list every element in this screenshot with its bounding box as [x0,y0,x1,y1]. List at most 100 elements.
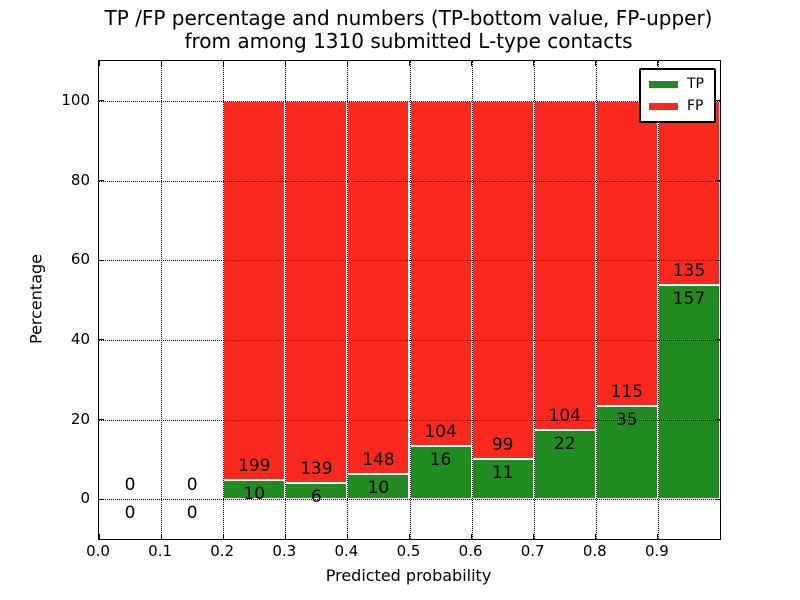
x-tick-mark-top [98,61,100,66]
x-tick-label: 0.0 [86,542,110,560]
ticks-layer [98,61,720,539]
y-tick-mark-right [715,339,720,341]
y-tick-mark-right [715,259,720,261]
x-axis-label: Predicted probability [325,566,492,585]
gridline-vertical [285,61,287,539]
y-tick-mark-right [715,180,720,181]
y-tick-label: 40 [70,329,90,348]
gridline-vertical [471,61,473,539]
plot-area: 0 0 0 0 199 10 139 6 148 10 104 16 99 11 104 22 115 35 135… [98,60,721,540]
x-tick-mark-top [595,61,597,66]
fp-bar-segment [595,100,658,407]
x-tick-mark [533,534,535,539]
gridline-vertical [347,61,349,539]
x-tick-mark-top [284,61,286,66]
y-tick-label: 100 [61,90,90,109]
gridline-vertical [657,61,659,539]
annotations-layer: 0 0 0 0 199 10 139 6 148 10 104 16 99 11 104 22 115 35 135… [99,61,720,539]
x-tick-label: 0.2 [210,542,235,560]
legend-entry-fp: FP [649,99,704,114]
tp-count-label: 16 [429,450,452,471]
chart-title-line2: from among 1310 submitted L-type contact… [184,29,633,53]
gridline-vertical [595,61,597,539]
fp-count-label: 115 [610,382,644,403]
legend-entry-tp: TP [649,77,704,92]
tp-count-label: 11 [491,463,514,484]
y-tick-mark [99,498,104,500]
x-tick-mark [657,534,659,539]
gridline-vertical [409,61,411,539]
gridline-vertical [161,61,163,539]
x-tick-mark-top [471,61,473,66]
y-tick-label: 60 [70,250,90,269]
fp-count-label: 0 [124,475,136,496]
fp-count-label: 139 [300,458,333,479]
y-tick-mark-right [715,498,720,500]
x-tick-mark [471,534,473,539]
fp-bar-segment [533,100,596,430]
x-tick-label: 0.1 [148,542,173,560]
x-tick-label: 0.8 [582,542,607,560]
tp-count-label: 35 [616,410,638,431]
fp-count-label: 135 [672,260,706,281]
x-tick-mark [222,534,224,539]
legend-label-tp: TP [687,76,704,92]
gridline-vertical [223,61,225,539]
x-tick-mark [284,534,286,539]
x-tick-mark [409,534,410,539]
y-tick-mark-right [715,100,720,102]
tp-bar-segment [347,473,410,500]
y-tick-label: 80 [70,170,90,189]
y-tick-label: 20 [70,409,90,428]
x-tick-mark [595,534,597,539]
y-tick-mark [99,259,104,261]
y-tick-label: 0 [80,489,90,508]
fp-count-label: 148 [362,449,395,470]
tp-count-label: 157 [672,288,706,309]
y-tick-mark [99,419,104,420]
x-tick-mark-top [160,61,162,66]
fp-count-label: 104 [548,405,581,426]
legend: TP FP [639,68,716,123]
x-tick-label: 0.3 [272,542,297,560]
y-tick-mark-right [715,419,720,420]
x-tick-mark-top [533,61,535,66]
fp-bar-segment [223,100,286,481]
tp-count-label: 10 [367,477,390,498]
x-tick-mark-top [346,61,348,66]
fp-color-swatch [649,103,678,110]
tp-count-label: 22 [553,433,576,454]
x-tick-label: 0.9 [644,542,669,560]
fp-bar-segment [409,100,472,447]
fp-bar-segment [657,100,720,285]
x-tick-label: 0.7 [520,542,545,560]
tp-bar-segment [657,284,720,500]
y-tick-mark [99,339,104,341]
x-tick-mark [160,534,162,539]
tp-count-label: 10 [243,484,266,505]
gridline-vertical [533,61,535,539]
x-tick-mark-top [657,61,659,66]
legend-label-fp: FP [687,98,704,114]
grid-layer [99,61,720,539]
fp-bar-segment [471,100,534,460]
tp-count-label: 0 [124,503,136,524]
x-tick-label: 0.4 [334,542,359,560]
y-tick-mark [99,180,104,181]
chart-title-line1: TP /FP percentage and numbers (TP-bottom… [104,6,713,30]
fp-count-label: 199 [238,456,271,477]
tp-bar-segment [409,446,472,500]
tp-bar-segment [471,459,534,500]
tp-color-swatch [649,81,678,88]
x-tick-label: 0.5 [396,542,421,560]
bars-layer [99,61,720,539]
fp-count-label: 99 [491,435,514,456]
x-tick-mark [98,534,100,539]
x-tick-mark-top [409,61,410,66]
y-tick-mark [99,100,104,102]
x-tick-mark [346,534,348,539]
fp-count-label: 104 [424,422,457,443]
tp-count-label: 6 [310,486,322,507]
x-tick-label: 0.6 [458,542,483,560]
